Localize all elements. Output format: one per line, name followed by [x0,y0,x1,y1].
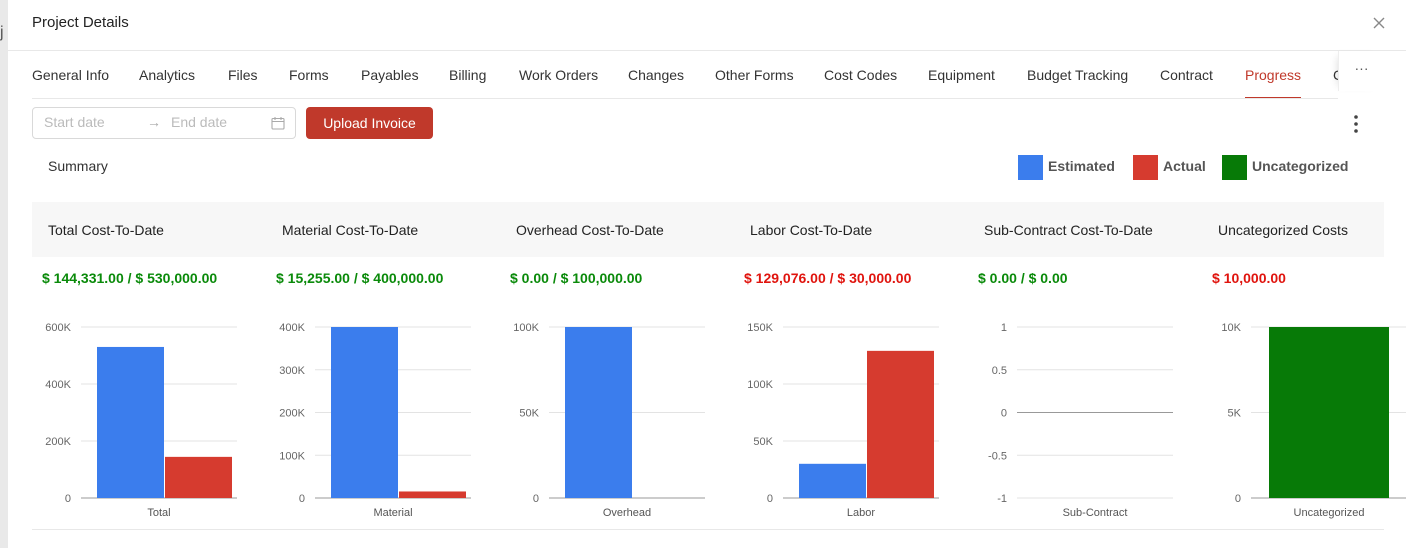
tab-forms[interactable]: Forms [289,67,329,83]
cost-value-material: $ 15,255.00 / $ 400,000.00 [276,270,444,286]
column-title-material: Material Cost-To-Date [282,222,419,238]
chart-x-tick-label: Total [147,507,170,519]
legend-swatch-uncategorized [1222,155,1247,180]
chart-x-tick-label: Uncategorized [1294,507,1365,519]
summary-label: Summary [48,158,108,174]
chart-x-tick-label: Sub-Contract [1063,507,1128,519]
chart-x-tick-label: Overhead [603,507,651,519]
chart-y-tick-label: 0 [533,493,539,505]
tab-progress[interactable]: Progress [1245,51,1302,98]
tab-budget-tracking[interactable]: Budget Tracking [1027,67,1129,83]
chart-y-tick-label: 50K [753,436,773,448]
chart-y-tick-label: 0.5 [992,365,1007,377]
column-title-labor: Labor Cost-To-Date [750,222,873,238]
start-date-input[interactable] [44,114,134,130]
chart-y-tick-label: 5K [1228,408,1242,420]
chart-bar-actual [867,350,934,498]
chart-bar-actual [399,491,466,498]
tab-work-orders[interactable]: Work Orders [519,67,599,83]
upload-invoice-button[interactable]: Upload Invoice [306,107,433,139]
tab-general-info[interactable]: General Info [32,67,110,83]
chart-x-tick-label: Material [373,507,412,519]
legend-swatch-actual [1133,155,1158,180]
chart-y-tick-label: 400K [279,322,305,334]
column-title-uncategorized: Uncategorized Costs [1218,222,1348,238]
chart-y-tick-label: 0 [1001,408,1007,420]
legend-swatch-estimated [1018,155,1043,180]
more-vertical-icon[interactable] [1342,110,1370,138]
chart-y-tick-label: 10K [1221,322,1241,334]
end-date-input[interactable] [171,114,261,130]
tab-bar: General Info Analytics Files Forms Payables B… [32,51,1338,99]
chart-y-tick-label: 50K [519,408,539,420]
tab-analytics[interactable]: Analytics [139,67,196,83]
cost-charts: 0 200K 400K 600K Total 0 100K 200K 300K 400K Mater… [45,322,1406,519]
chart-y-tick-label: -0.5 [988,450,1007,462]
cost-value-labor: $ 129,076.00 / $ 30,000.00 [744,270,912,286]
chart-y-tick-label: 150K [747,322,773,334]
close-icon[interactable] [1370,14,1388,32]
chart-y-tick-label: 100K [279,450,305,462]
legend-label-uncategorized: Uncategorized [1252,158,1349,174]
cost-value-total: $ 144,331.00 / $ 530,000.00 [42,270,218,286]
calendar-icon [271,117,285,130]
chart-y-tick-label: 200K [279,408,305,420]
cost-value-overhead: $ 0.00 / $ 100,000.00 [510,270,643,286]
column-title-subcontract: Sub-Contract Cost-To-Date [984,222,1153,238]
chart-bar-estimated [799,463,866,498]
chart-y-tick-label: 0 [1235,493,1241,505]
title-divider [8,50,1406,51]
tab-cost-codes[interactable]: Cost Codes [824,67,898,83]
tab-payables[interactable]: Payables [361,67,419,83]
background-fragment: j [0,24,4,41]
tab-billing[interactable]: Billing [449,67,487,83]
chart-bar-estimated [331,327,398,498]
bottom-divider [32,529,1384,530]
chart-y-tick-label: 200K [45,436,71,448]
tab-changes[interactable]: Changes [628,67,685,83]
chart-y-tick-label: 0 [767,493,773,505]
legend-label-estimated: Estimated [1048,158,1115,174]
chart-y-tick-label: 300K [279,365,305,377]
chart-y-tick-label: 1 [1001,322,1007,334]
date-range-picker[interactable]: → [32,107,296,139]
tab-contract[interactable]: Contract [1160,67,1213,83]
cost-value-uncategorized: $ 10,000.00 [1212,270,1286,286]
project-details-modal: Project Details General Info Analytics Fil… [8,0,1406,548]
tab-equipment[interactable]: Equipment [928,67,995,83]
column-title-overhead: Overhead Cost-To-Date [516,222,664,238]
arrow-right-icon: → [147,114,161,130]
chart-y-tick-label: -1 [997,493,1007,505]
chart-y-tick-label: 0 [299,493,305,505]
chart-bar-actual [165,456,232,498]
chart-y-tick-label: 100K [747,379,773,391]
modal-title: Project Details [32,14,129,31]
chart-bar-estimated [565,327,632,498]
tab-files[interactable]: Files [228,67,258,83]
chart-y-tick-label: 0 [65,493,71,505]
chart-y-tick-label: 100K [513,322,539,334]
tab-c[interactable]: C [1333,51,1338,98]
tab-other-forms[interactable]: Other Forms [715,67,794,83]
chart-y-tick-label: 400K [45,379,71,391]
column-title-total: Total Cost-To-Date [48,222,164,238]
summary-header-row: Total Cost-To-Date Material Cost-To-Date… [32,202,1384,257]
chart-x-tick-label: Labor [847,507,875,519]
chart-y-tick-label: 600K [45,322,71,334]
more-tabs-button[interactable]: ··· [1338,51,1384,91]
cost-value-subcontract: $ 0.00 / $ 0.00 [978,270,1068,286]
chart-bar-estimated [97,346,164,498]
chart-bar-uncategorized [1269,327,1389,498]
legend-label-actual: Actual [1163,158,1206,174]
